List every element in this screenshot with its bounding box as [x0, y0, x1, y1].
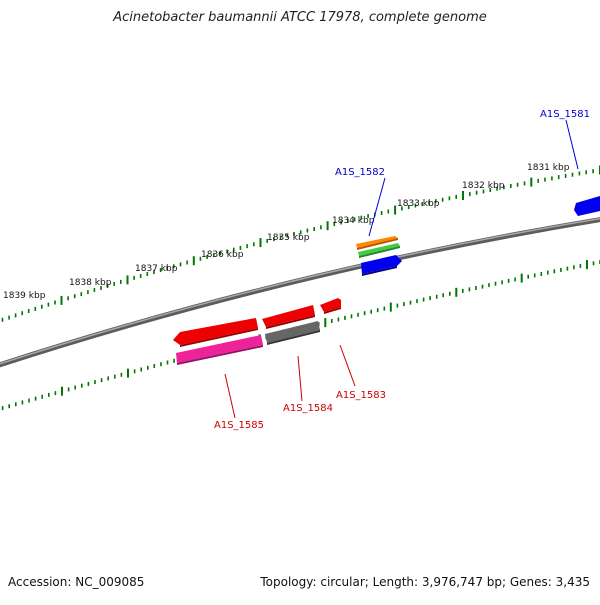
feature-A1S_1583[interactable] [320, 298, 341, 314]
leader-A1S_1581 [565, 119, 579, 170]
feature-A1S_1582-blue[interactable] [361, 255, 402, 276]
scale-label-1838: 1838 kbp [69, 278, 112, 288]
scale-label-1834: 1834 kbp [332, 216, 375, 226]
feature-A1S_1581[interactable] [574, 196, 600, 216]
gene-label-A1S_1582[interactable]: A1S_1582 [335, 167, 385, 178]
gene-label-A1S_1585[interactable]: A1S_1585 [214, 420, 264, 431]
genome-backbone [0, 217, 600, 368]
gene-label-A1S_1581[interactable]: A1S_1581 [540, 109, 590, 120]
feature-A1S_1584[interactable] [262, 305, 315, 329]
map-title: Acinetobacter baumannii ATCC 17978, comp… [113, 10, 487, 25]
scale-label-1831: 1831 kbp [527, 163, 570, 173]
scale-label-1835: 1835 kbp [267, 233, 310, 243]
gene-label-A1S_1584[interactable]: A1S_1584 [283, 403, 333, 414]
forward-scale-track [1, 165, 600, 322]
feature-A1S_1585-pink[interactable] [176, 335, 263, 365]
gene-label-A1S_1583[interactable]: A1S_1583 [336, 390, 386, 401]
accession-label: Accession: NC_009085 [8, 575, 145, 589]
genome-summary: Topology: circular; Length: 3,976,747 bp… [260, 575, 590, 589]
feature-A1S_1584-grey[interactable] [265, 321, 320, 345]
leader-A1S_1585 [224, 373, 236, 419]
scale-label-1839: 1839 kbp [3, 291, 46, 301]
scale-label-1836: 1836 kbp [201, 250, 244, 260]
scale-label-1833: 1833 kbp [397, 199, 440, 209]
feature-A1S_1585[interactable] [173, 318, 258, 347]
feature-A1S_1582-orange[interactable] [356, 236, 398, 250]
scale-label-1832: 1832 kbp [462, 181, 505, 191]
feature-A1S_1582-green[interactable] [358, 243, 400, 258]
leader-A1S_1582 [368, 177, 386, 237]
leader-A1S_1583 [339, 344, 356, 387]
scale-label-1837: 1837 kbp [135, 264, 178, 274]
leader-A1S_1584 [297, 355, 303, 402]
